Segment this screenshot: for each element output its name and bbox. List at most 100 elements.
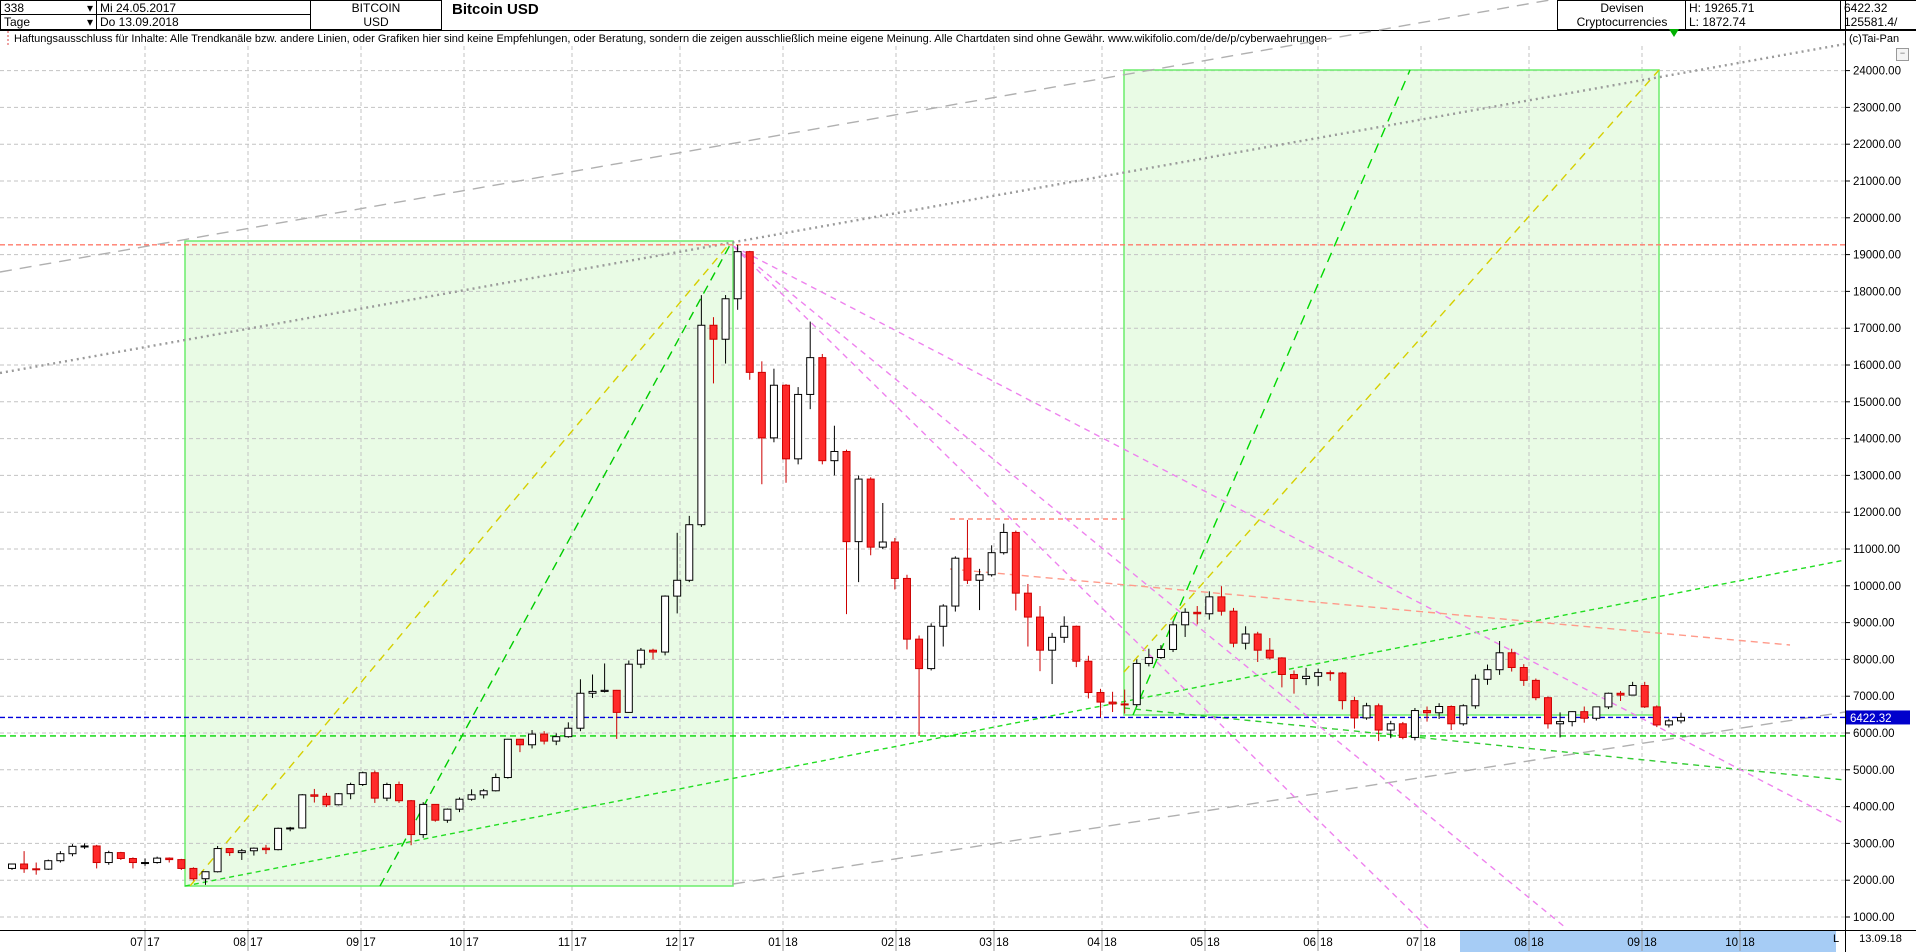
bars-period-selector[interactable]: 338 ▾ Tage ▾ xyxy=(0,0,97,30)
candle-body xyxy=(1096,692,1105,703)
candle-body xyxy=(818,357,827,462)
x-axis-label-month: 01 xyxy=(768,937,781,949)
x-axis-label-year: 18 xyxy=(1423,937,1436,949)
candle-body xyxy=(1459,705,1468,725)
symbol-currency: USD xyxy=(363,15,389,29)
candle-body xyxy=(382,784,391,799)
candle-body xyxy=(854,478,863,543)
y-axis-label: 12000.00 xyxy=(1853,507,1901,519)
x-axis-label-month: 08 xyxy=(233,937,246,949)
candle-body xyxy=(576,692,585,729)
candle-body xyxy=(842,450,851,543)
candle-body xyxy=(68,845,77,855)
candle-body xyxy=(153,857,162,864)
candle-body xyxy=(685,524,694,581)
candle-body xyxy=(806,357,815,395)
candle-body xyxy=(177,859,186,869)
candle-body xyxy=(334,793,343,806)
candle-body xyxy=(1580,711,1589,719)
date-range-selection[interactable] xyxy=(1460,931,1836,952)
candle-body xyxy=(395,784,404,802)
trend-channel-2018 xyxy=(1123,69,1660,716)
data-end-marker-icon xyxy=(1669,29,1679,37)
candle-body xyxy=(56,853,65,862)
candle-body xyxy=(491,777,500,792)
candle-body xyxy=(709,324,718,340)
candle-body xyxy=(1205,596,1214,615)
candle-body xyxy=(1338,672,1347,702)
candle-body xyxy=(1447,706,1456,725)
gray-dotted xyxy=(0,42,1846,375)
candle-body xyxy=(757,371,766,439)
bars-count[interactable]: 338 xyxy=(4,0,25,15)
candle-body xyxy=(165,857,174,861)
candle-body xyxy=(866,478,875,548)
candle-body xyxy=(528,733,537,746)
date-range-field[interactable]: Mi 24.05.2017 Do 13.09.2018 xyxy=(96,0,311,30)
header-divider xyxy=(0,30,1916,31)
x-axis-label-month: 04 xyxy=(1087,937,1100,949)
collapse-icon[interactable]: − xyxy=(1896,48,1909,61)
last-value: 6422.32 xyxy=(1844,1,1888,15)
candle-body xyxy=(890,541,899,579)
candle-body xyxy=(636,649,645,665)
date-from[interactable]: Mi 24.05.2017 xyxy=(100,0,177,15)
candle-body xyxy=(346,784,355,795)
copyright-label: (c)Tai-Pan xyxy=(1849,33,1900,45)
candle-body xyxy=(407,800,416,836)
candle-body xyxy=(189,867,198,880)
x-axis-label-month: 05 xyxy=(1190,937,1203,949)
candle-body xyxy=(1556,721,1565,725)
candle-body xyxy=(1568,711,1577,723)
x-axis-label-year: 18 xyxy=(1531,937,1544,949)
candle-body xyxy=(1386,723,1395,731)
candle-body xyxy=(1144,657,1153,664)
gray-dashed-lower xyxy=(732,711,1846,885)
candle-body xyxy=(1640,685,1649,708)
y-axis-label: 13000.00 xyxy=(1853,470,1901,482)
candle-body xyxy=(322,795,331,806)
candle-body xyxy=(624,663,633,713)
y-axis-label: 22000.00 xyxy=(1853,139,1901,151)
x-axis-label-year: 18 xyxy=(1742,937,1755,949)
candle-body xyxy=(1507,652,1516,668)
candle-body xyxy=(794,393,803,460)
candle-body xyxy=(479,790,488,796)
y-axis-label: 1000.00 xyxy=(1853,912,1895,924)
candle-body xyxy=(1241,633,1250,644)
candle-body xyxy=(467,794,476,800)
chevron-down-icon[interactable]: ▾ xyxy=(86,0,93,15)
candle-body xyxy=(1410,710,1419,738)
y-axis-label: 5000.00 xyxy=(1853,765,1895,777)
candle-body xyxy=(697,324,706,526)
y-axis-label: 11000.00 xyxy=(1853,544,1900,556)
candle-body xyxy=(237,850,246,854)
last-bar-marker-label: L xyxy=(1833,933,1840,945)
candle-body xyxy=(298,794,307,829)
y-axis-label: 14000.00 xyxy=(1853,434,1901,446)
candle-body xyxy=(1169,624,1178,650)
candle-body xyxy=(648,649,657,653)
period-label[interactable]: Tage xyxy=(4,15,31,29)
candle-body xyxy=(286,827,295,830)
x-axis-label-year: 18 xyxy=(1320,937,1333,949)
candle-body xyxy=(1193,611,1202,615)
candle-body xyxy=(1011,531,1020,594)
date-to[interactable]: Do 13.09.2018 xyxy=(100,15,179,29)
candle-body xyxy=(975,574,984,581)
candle-body xyxy=(721,298,730,340)
x-axis-label-month: 10 xyxy=(1725,937,1738,949)
x-axis-label-year: 18 xyxy=(996,937,1009,949)
x-axis-label-year: 17 xyxy=(250,937,263,949)
chevron-down-icon[interactable]: ▾ xyxy=(86,15,93,29)
last-value-cell: 6422.32 125581.4/ xyxy=(1840,0,1916,30)
candle-body xyxy=(274,827,283,851)
candle-body xyxy=(1277,657,1286,675)
candle-body xyxy=(419,803,428,836)
x-axis-label-month: 11 xyxy=(558,937,570,949)
y-axis-label: 8000.00 xyxy=(1853,654,1895,666)
candle-body xyxy=(1423,710,1432,714)
candle-body xyxy=(455,798,464,810)
